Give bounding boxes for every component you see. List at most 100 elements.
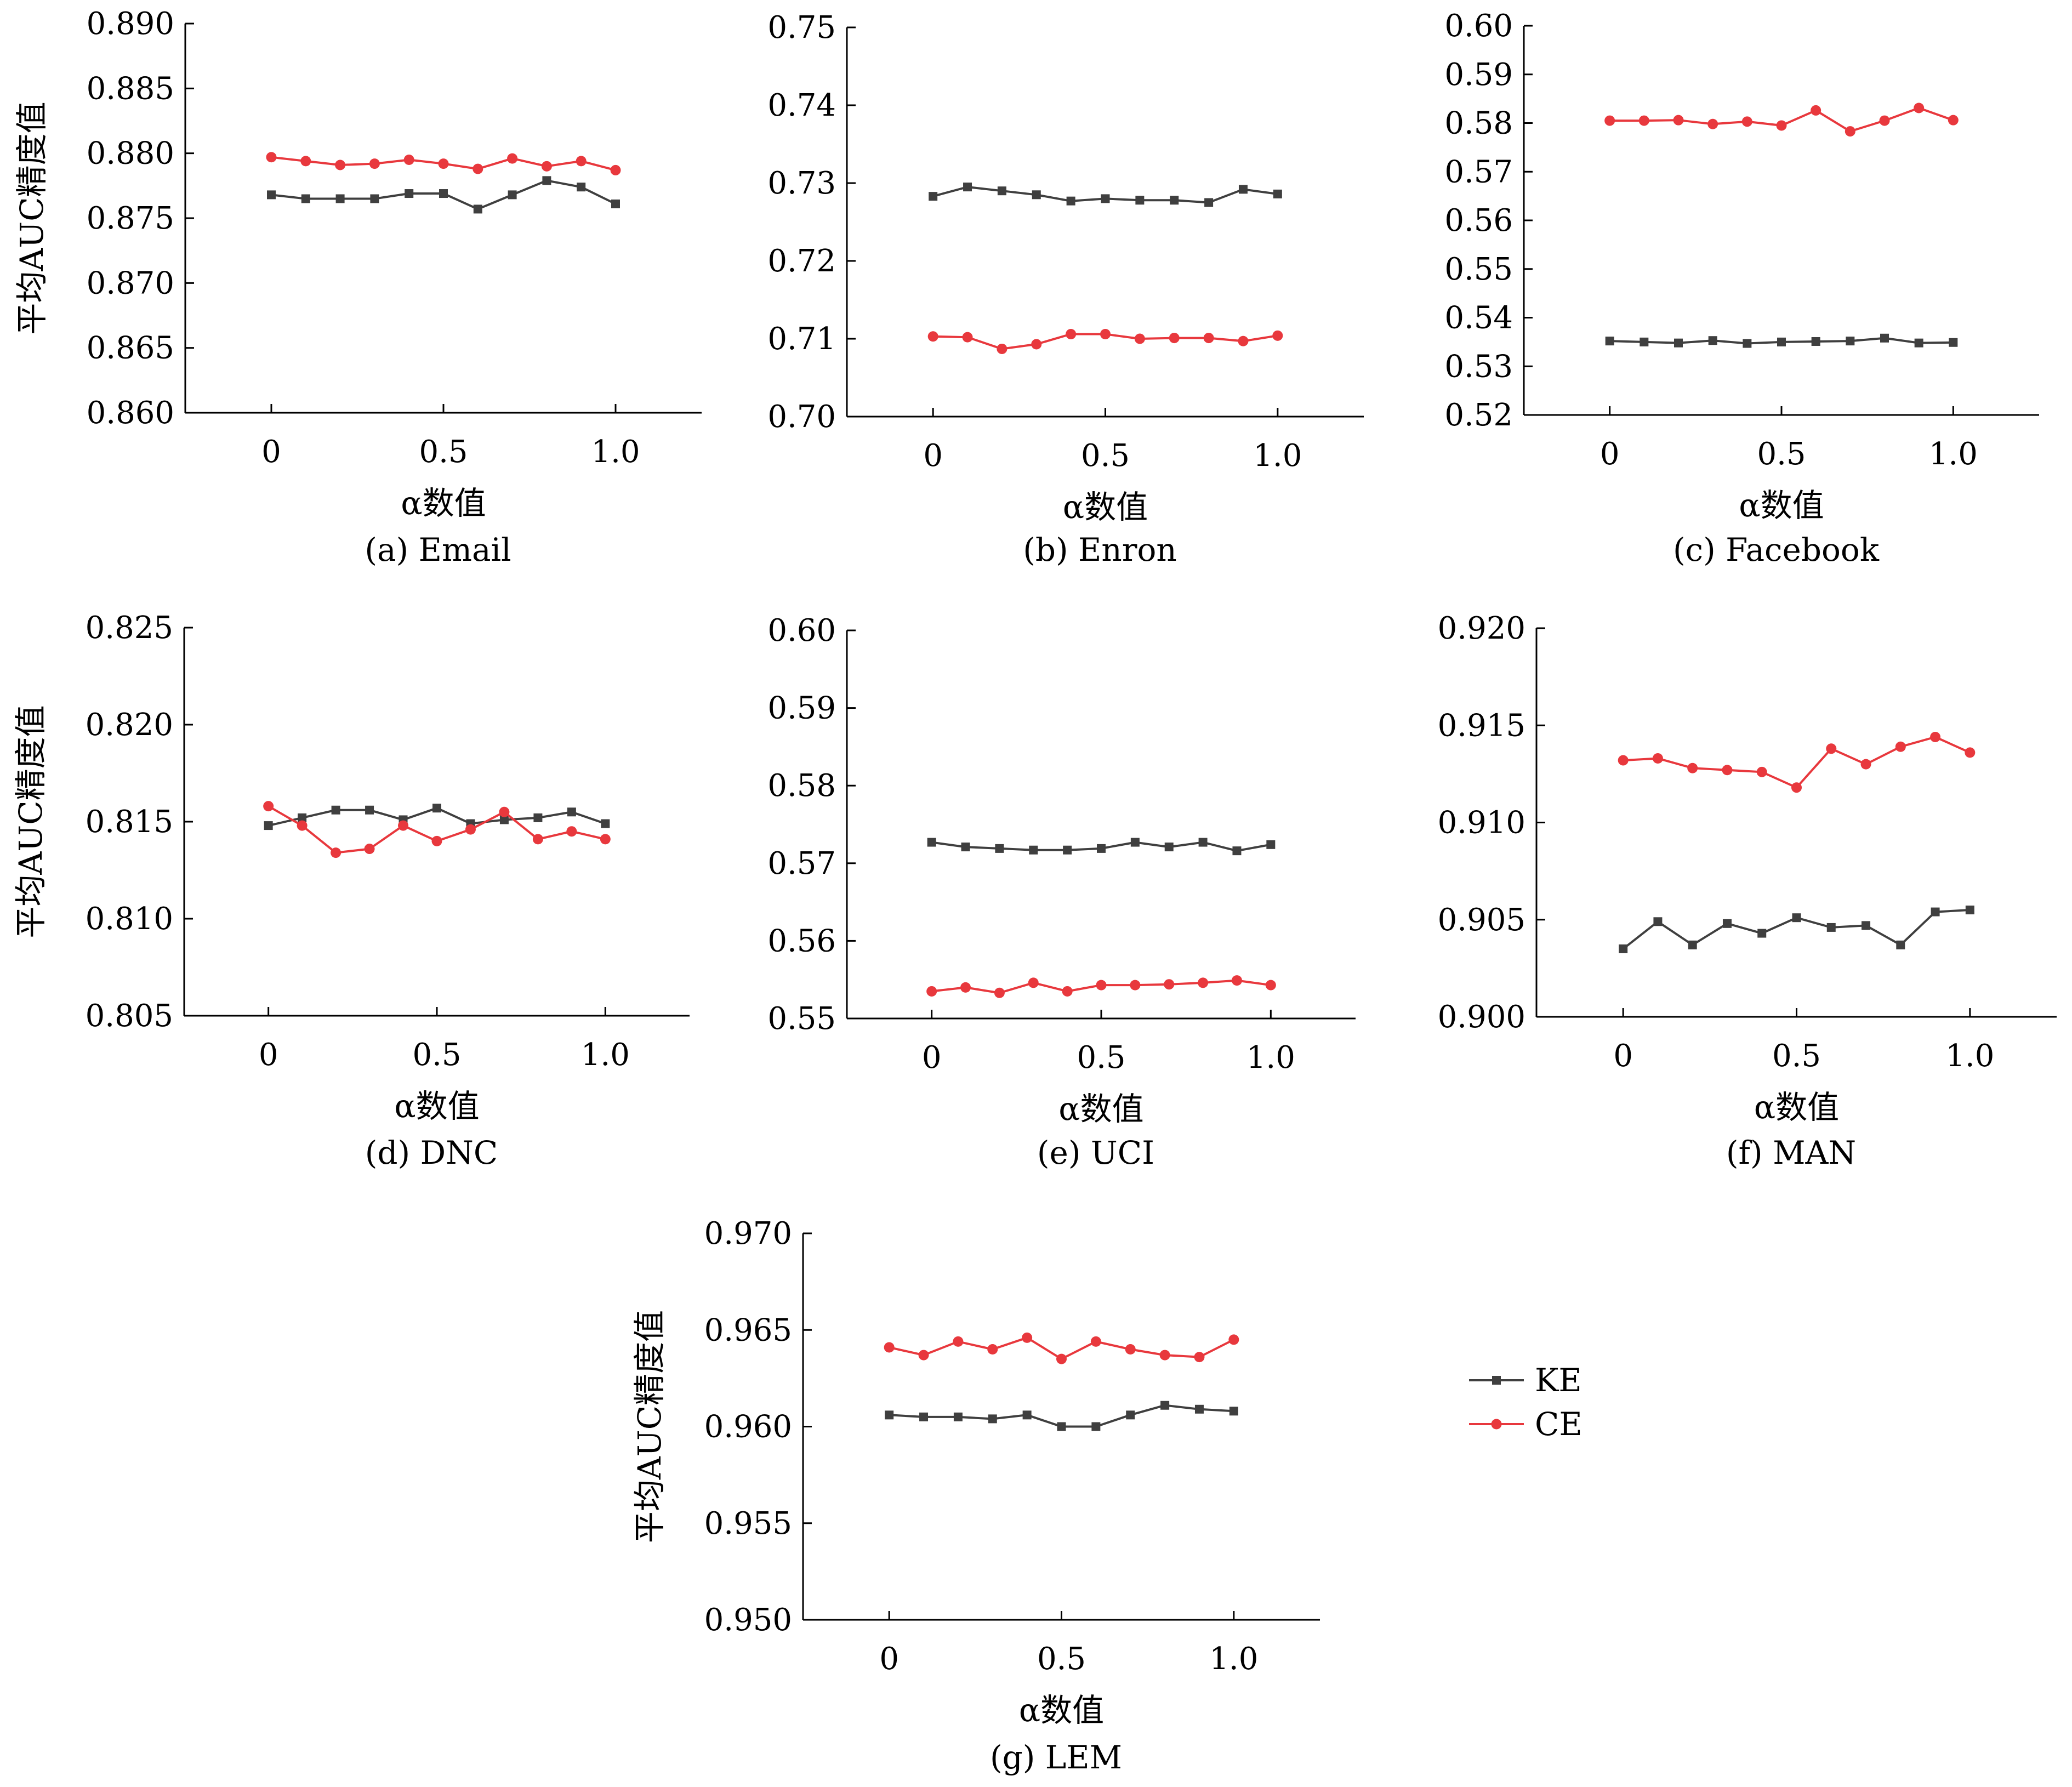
- y-tick-label: 0.880: [87, 136, 174, 172]
- x-axis-title: α数值: [1058, 1090, 1143, 1128]
- point-CE: [1066, 328, 1077, 339]
- y-tick-label: 0.865: [87, 331, 174, 366]
- point-KE: [1232, 846, 1242, 856]
- legend-label-CE: CE: [1535, 1405, 1583, 1443]
- point-CE: [1272, 330, 1283, 341]
- x-tick-label: 0: [923, 438, 943, 474]
- point-KE: [365, 805, 374, 815]
- y-tick-label: 0.53: [1444, 349, 1513, 384]
- point-CE: [532, 834, 543, 845]
- point-KE: [1101, 194, 1110, 203]
- x-tick-label: 1.0: [1246, 1040, 1295, 1075]
- point-KE: [1057, 1422, 1066, 1431]
- point-KE: [1097, 844, 1106, 853]
- x-axis-title: α数值: [401, 485, 486, 522]
- point-CE: [1164, 979, 1175, 990]
- point-KE: [995, 844, 1004, 853]
- y-tick-label: 0.960: [704, 1409, 792, 1445]
- point-KE: [1688, 940, 1697, 949]
- point-KE: [1811, 337, 1820, 346]
- x-tick-label: 0.5: [1757, 436, 1806, 472]
- point-KE: [298, 813, 307, 822]
- point-KE: [611, 199, 620, 208]
- y-tick-label: 0.910: [1438, 805, 1525, 841]
- point-CE: [1096, 980, 1107, 991]
- point-CE: [465, 824, 476, 835]
- y-axis-title: 平均AUC精度值: [13, 101, 50, 334]
- y-tick-label: 0.58: [767, 768, 836, 804]
- point-CE: [1125, 1344, 1136, 1355]
- x-tick-label: 0: [922, 1040, 942, 1075]
- point-KE: [1792, 913, 1801, 923]
- y-tick-label: 0.75: [767, 10, 836, 45]
- point-CE: [1930, 732, 1941, 743]
- point-CE: [1638, 115, 1649, 126]
- point-CE: [263, 801, 274, 812]
- x-tick-label: 0: [1613, 1038, 1633, 1074]
- point-KE: [577, 183, 586, 192]
- point-CE: [960, 982, 971, 993]
- point-CE: [1231, 975, 1242, 986]
- point-KE: [1204, 198, 1214, 207]
- point-KE: [988, 1414, 997, 1424]
- panel-2: 0.70 0.71 0.72 0.73 0.74 0.75 0 0.5 1.0 α数值 (b) En…: [767, 10, 1364, 568]
- point-KE: [1029, 845, 1038, 855]
- point-KE: [1674, 338, 1683, 348]
- y-tick-label: 0.71: [767, 321, 836, 357]
- x-tick-label: 0: [879, 1641, 899, 1677]
- point-CE: [431, 835, 442, 846]
- point-CE: [398, 820, 409, 831]
- point-CE: [1722, 765, 1733, 776]
- y-tick-label: 0.59: [1444, 57, 1513, 93]
- point-KE: [432, 804, 441, 813]
- x-tick-label: 0.5: [1037, 1641, 1086, 1677]
- point-CE: [576, 156, 587, 167]
- point-CE: [1948, 115, 1959, 126]
- point-KE: [1135, 196, 1145, 205]
- y-axis-title: 平均AUC精度值: [12, 705, 49, 938]
- y-tick-label: 0.55: [767, 1001, 836, 1037]
- point-KE: [1266, 840, 1276, 849]
- x-axis-title: α数值: [1019, 1692, 1104, 1729]
- point-CE: [1159, 1350, 1170, 1361]
- x-axis-title: α数值: [1063, 488, 1148, 526]
- point-KE: [567, 807, 576, 817]
- series-line-CE: [1623, 736, 1971, 789]
- point-CE: [369, 158, 380, 169]
- point-CE: [1228, 1334, 1239, 1345]
- point-CE: [266, 152, 277, 163]
- panel-5: 0.55 0.56 0.57 0.58 0.59 0.60 0 0.5 1.0 α数值 (e) UC…: [767, 613, 1356, 1171]
- point-KE: [601, 819, 610, 828]
- y-tick-label: 0.73: [767, 166, 836, 201]
- point-CE: [364, 844, 375, 855]
- y-tick-label: 0.860: [87, 395, 174, 431]
- point-CE: [1791, 782, 1802, 793]
- point-KE: [1826, 923, 1836, 932]
- point-CE: [566, 826, 577, 837]
- point-KE: [1198, 838, 1208, 847]
- x-axis-title: α数值: [394, 1088, 479, 1125]
- point-KE: [919, 1412, 929, 1421]
- point-KE: [929, 192, 938, 201]
- point-KE: [499, 815, 509, 824]
- point-KE: [473, 204, 482, 214]
- point-CE: [987, 1344, 998, 1355]
- x-axis-title: α数值: [1739, 487, 1824, 524]
- point-CE: [1618, 755, 1629, 766]
- point-KE: [1091, 1422, 1101, 1431]
- y-tick-label: 0.825: [86, 610, 173, 646]
- point-KE: [1194, 1404, 1204, 1414]
- point-CE: [1203, 333, 1214, 344]
- point-CE: [884, 1342, 895, 1353]
- point-CE: [953, 1336, 964, 1347]
- panel-caption: (b) Enron: [1023, 531, 1177, 568]
- y-tick-label: 0.52: [1444, 397, 1513, 433]
- y-tick-label: 0.815: [86, 804, 173, 840]
- point-CE: [1062, 986, 1073, 997]
- point-KE: [1605, 337, 1614, 346]
- point-CE: [1965, 747, 1976, 758]
- point-KE: [1170, 196, 1179, 205]
- point-CE: [403, 155, 414, 165]
- point-CE: [499, 806, 510, 817]
- legend-marker-KE: [1492, 1376, 1501, 1385]
